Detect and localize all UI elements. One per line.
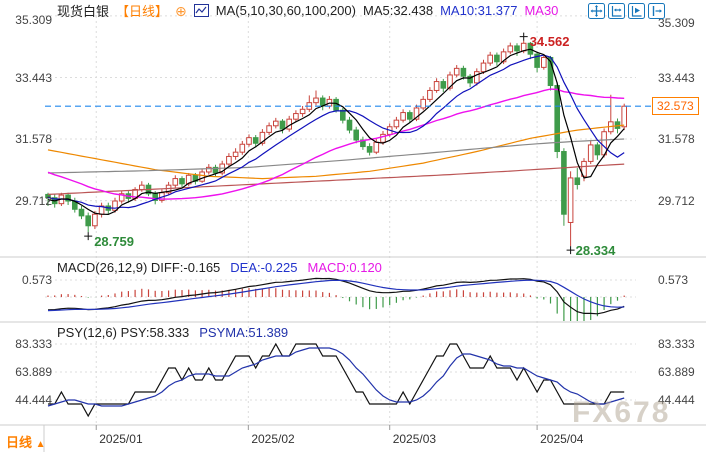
instrument-title: 现货白银 [57, 4, 110, 19]
ma10-line [47, 54, 625, 209]
ma200-line [47, 163, 625, 195]
zoom-x-shift-icon[interactable] [628, 3, 645, 19]
date-label: 2025/04 [540, 432, 584, 446]
add-indicator-icon[interactable]: ⊕ [175, 2, 187, 19]
ma10-value: MA10:31.377 [440, 3, 518, 18]
left-axis-label: 0.573 [21, 272, 52, 287]
ma5-value: MA5:32.438 [362, 3, 434, 18]
psy-value: PSY(12,6) PSY:58.333 [57, 325, 190, 340]
left-axis-label: 83.333 [15, 337, 52, 351]
macd-header: MACD(26,12,9) DIFF:-0.165 DEA:-0.225 MAC… [57, 260, 382, 275]
candlestick-series [45, 40, 628, 247]
macd-dea-value: DEA:-0.225 [230, 260, 298, 275]
date-label: 2025/02 [251, 432, 295, 446]
last-price-label: 32.573 [652, 97, 699, 115]
left-axis-label: 33.443 [15, 70, 52, 85]
right-axis-label: 31.578 [658, 132, 695, 147]
macd-histogram [47, 288, 625, 321]
crosshair-move-icon[interactable] [588, 3, 605, 19]
period-tag[interactable]: 【日线】 [116, 4, 169, 19]
ma30-label: MA30 [524, 3, 559, 18]
panel-separators [0, 256, 706, 452]
macd-bar-value: MACD:0.120 [307, 260, 382, 275]
left-axis-label: 35.309 [15, 13, 52, 27]
psy-line [48, 342, 625, 418]
macd-diff-value: MACD(26,12,9) DIFF:-0.165 [57, 260, 221, 275]
psyma-line [47, 347, 625, 407]
zoom-x-range-icon[interactable] [608, 3, 625, 19]
ma-group-label: MA(5,10,30,60,100,200) [215, 3, 356, 18]
kline-chart-icon[interactable] [193, 4, 209, 17]
pan-right-icon[interactable] [648, 3, 665, 19]
right-axis-label: 33.443 [658, 70, 695, 85]
left-axis-label: 63.889 [15, 364, 52, 379]
period-selector[interactable]: 日线 ▲ [6, 435, 46, 450]
high-annotation: 34.562 [530, 34, 570, 49]
date-label: 2025/01 [99, 432, 143, 446]
ma5-line [47, 48, 625, 216]
left-axis-label: 44.444 [15, 393, 52, 407]
macd-diff-line [47, 277, 625, 315]
ma100-line [47, 124, 625, 180]
psyma-value: PSYMA:51.389 [199, 325, 289, 340]
date-label: 2025/03 [392, 432, 437, 446]
chart-toolbar [588, 3, 665, 19]
chart-header: 现货白银 【日线】 ⊕ MA(5,10,30,60,100,200) MA5:3… [57, 2, 558, 19]
time-axis: 日线 ▲ 2025/01 2025/02 2025/03 2025/04 [0, 425, 706, 452]
low-apr-annotation: 28.334 [576, 243, 617, 258]
right-axis-label: 0.573 [658, 272, 689, 287]
watermark: FX678 [572, 396, 671, 429]
macd-dea-line [47, 279, 625, 312]
low-dec-annotation: 28.759 [94, 234, 134, 249]
right-axis-label: 63.889 [658, 364, 695, 379]
right-axis-label: 29.712 [658, 193, 695, 208]
right-axis-label: 83.333 [658, 337, 695, 351]
right-axis-label: 44.444 [658, 393, 695, 407]
gridlines [45, 15, 636, 425]
left-axis-label: 31.578 [15, 132, 52, 147]
left-axis-label: 29.712 [15, 193, 52, 208]
right-axis-label: 35.309 [658, 16, 695, 30]
ma30-line [47, 88, 625, 200]
psy-header: PSY(12,6) PSY:58.333 PSYMA:51.389 [57, 325, 288, 340]
ma60-line [47, 138, 625, 174]
price-annotations: 34.562 28.759 28.334 [84, 32, 617, 258]
